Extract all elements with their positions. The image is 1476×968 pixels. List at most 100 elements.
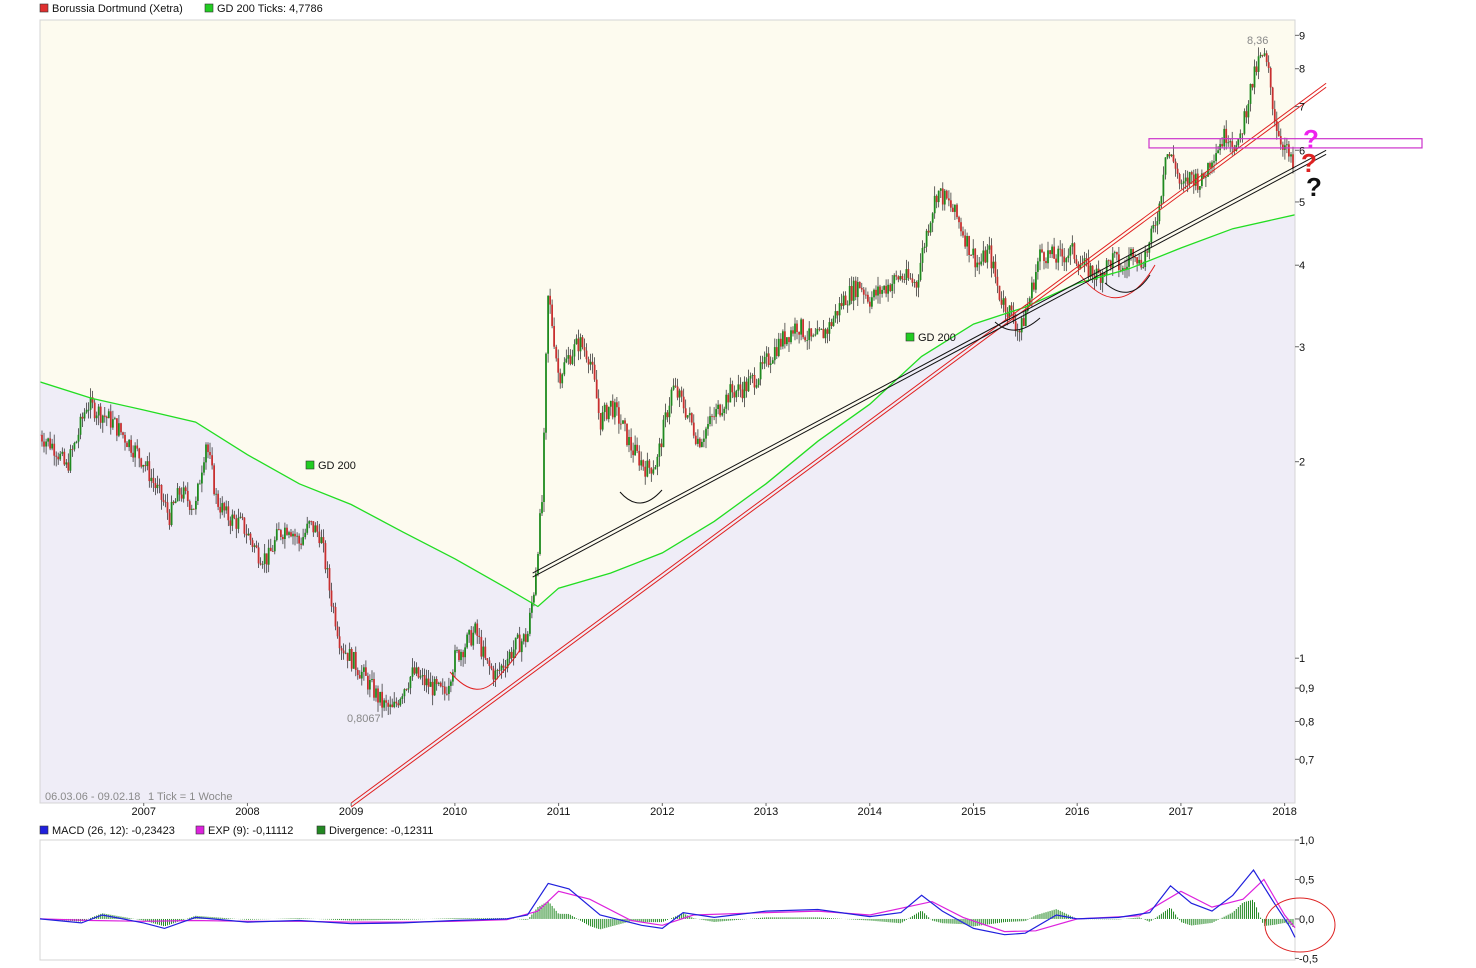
candle-body	[561, 374, 564, 384]
candle-body	[1020, 318, 1023, 333]
candle-body	[964, 235, 966, 247]
candle-body	[838, 303, 841, 316]
candle-body	[136, 445, 139, 449]
candle-body	[122, 432, 124, 435]
candle-body	[273, 540, 276, 552]
candle-body	[448, 685, 450, 694]
candle-body	[199, 483, 201, 485]
candle-body	[1168, 154, 1171, 157]
candle-body	[717, 404, 719, 409]
candle-body	[120, 423, 122, 433]
candle-body	[243, 517, 246, 534]
candle-body	[557, 358, 560, 373]
candle-body	[478, 635, 481, 637]
candle-body	[176, 488, 179, 502]
candle-body	[417, 667, 420, 678]
candle-body	[873, 289, 875, 298]
candle-body	[514, 637, 517, 650]
candle-body	[1122, 268, 1124, 271]
candle-body	[1271, 87, 1274, 110]
candle-body	[83, 412, 86, 419]
candle-body	[751, 375, 754, 376]
candle-body	[407, 688, 410, 690]
candle-body	[972, 248, 975, 256]
candle-body	[326, 568, 329, 570]
candle-body	[1089, 265, 1092, 277]
price-tick-label: 4	[1299, 260, 1305, 272]
candle-body	[112, 419, 114, 428]
candle-body	[1229, 141, 1232, 143]
candle-body	[638, 450, 641, 466]
candle-body	[567, 355, 570, 359]
candle-body	[393, 701, 396, 707]
candle-body	[903, 279, 906, 280]
candle-body	[1047, 250, 1049, 264]
candle-body	[822, 328, 825, 339]
candle-body	[1180, 183, 1183, 185]
candle-body	[261, 563, 264, 565]
trend-lines	[350, 82, 1327, 808]
candle-body	[403, 689, 406, 697]
candle-body	[585, 350, 588, 360]
candle-body	[962, 231, 964, 236]
candle-body	[786, 337, 788, 345]
candle-body	[692, 422, 695, 436]
sketch-curve	[449, 649, 521, 690]
candle-body	[450, 681, 452, 686]
trend-line	[350, 86, 1327, 808]
candle-body	[573, 344, 576, 357]
candle-body	[1057, 248, 1060, 263]
candle-body	[488, 660, 491, 667]
candle-body	[1049, 250, 1051, 255]
candle-body	[605, 404, 608, 419]
candle-body	[57, 456, 60, 460]
candle-body	[1079, 264, 1082, 269]
candle-body	[741, 389, 744, 399]
candle-body	[739, 384, 742, 390]
candle-body	[1010, 305, 1013, 310]
macd-highlight-circle	[1264, 897, 1336, 953]
price-tick-label: 0,7	[1299, 754, 1314, 766]
candle-body	[1160, 196, 1163, 204]
candle-body	[628, 437, 630, 446]
candle-body	[909, 277, 912, 279]
candle-body	[682, 396, 685, 409]
candle-body	[715, 409, 717, 417]
candle-body	[439, 682, 442, 687]
candle-body	[134, 445, 136, 458]
candle-body	[599, 413, 602, 430]
candle-body	[996, 276, 999, 286]
candle-body	[278, 529, 280, 531]
candle-body	[1067, 255, 1070, 259]
candle-body	[237, 517, 240, 529]
candle-body	[618, 407, 620, 424]
stock-legend-swatch	[39, 3, 49, 13]
candle-body	[976, 262, 979, 268]
candle-body	[292, 533, 294, 537]
candle-body	[917, 280, 920, 288]
candle-body	[435, 679, 438, 685]
candle-body	[425, 678, 428, 686]
gd200-marker-2	[905, 332, 915, 342]
candle-body	[460, 651, 462, 661]
candle-body	[589, 361, 592, 365]
candle-body	[891, 283, 894, 291]
candle-body	[1192, 174, 1195, 186]
candle-body	[494, 670, 497, 680]
candle-body	[950, 200, 952, 208]
year-tick-label: 2013	[754, 806, 778, 818]
candle-body	[89, 397, 92, 410]
candle-body	[1004, 298, 1007, 312]
candle-body	[360, 671, 363, 679]
candle-body	[310, 521, 313, 522]
year-tick-label: 2008	[235, 806, 259, 818]
candle-body	[978, 262, 981, 265]
macd-line	[39, 868, 1296, 938]
candle-body	[1061, 249, 1064, 257]
candle-body	[644, 466, 647, 477]
candle-body	[338, 636, 341, 649]
candle-body	[164, 501, 167, 503]
candle-body	[61, 451, 64, 454]
candle-body	[77, 434, 80, 442]
